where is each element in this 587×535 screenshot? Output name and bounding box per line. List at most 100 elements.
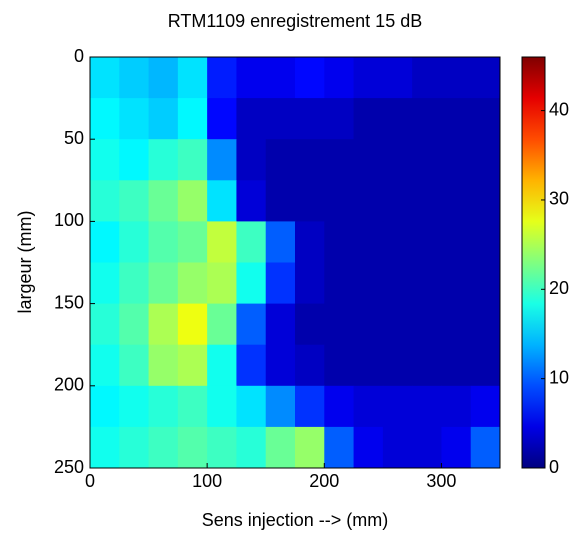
heat-cell: [236, 98, 267, 140]
heat-cell: [119, 385, 150, 428]
heat-cell: [236, 385, 267, 428]
heat-cell: [148, 303, 179, 346]
heat-cell: [90, 221, 120, 263]
heat-cell: [177, 57, 208, 99]
y-tick-label: 250: [54, 457, 84, 477]
heat-cell: [324, 344, 355, 387]
colorbar-tick-label: 40: [549, 99, 569, 119]
heat-cell: [236, 57, 267, 99]
heat-cell: [324, 262, 355, 305]
heat-cell: [265, 344, 296, 387]
y-tick-label: 50: [64, 128, 84, 148]
heat-cell: [90, 262, 120, 305]
heat-cell: [119, 180, 150, 222]
heat-cell: [177, 180, 208, 222]
heat-cell: [119, 57, 150, 99]
heat-cell: [265, 303, 296, 346]
heat-cell: [90, 98, 120, 140]
heat-cell: [207, 221, 237, 263]
heat-cell: [382, 303, 413, 346]
heat-cell: [295, 98, 325, 140]
heat-cell: [412, 344, 442, 387]
heat-cell: [207, 385, 237, 428]
heat-cell: [470, 221, 501, 263]
heat-cell: [470, 344, 501, 387]
heat-cell: [470, 139, 501, 181]
heat-cell: [177, 344, 208, 387]
heat-cell: [412, 139, 442, 181]
heat-cell: [382, 98, 413, 140]
heat-cell: [119, 139, 150, 181]
heat-cell: [265, 98, 296, 140]
heat-cell: [265, 180, 296, 222]
heat-cell: [265, 262, 296, 305]
heat-cell: [441, 262, 472, 305]
heat-cell: [295, 426, 325, 469]
heat-cell: [90, 303, 120, 346]
y-tick-label: 200: [54, 375, 84, 395]
heat-cell: [119, 221, 150, 263]
heat-cell: [412, 98, 442, 140]
heat-cell: [353, 57, 384, 99]
heat-cell: [441, 180, 472, 222]
heat-cell: [382, 426, 413, 469]
heat-cell: [177, 426, 208, 469]
y-axis-label: largeur (mm): [15, 210, 35, 313]
heat-cell: [470, 57, 501, 99]
chart-title: RTM1109 enregistrement 15 dB: [168, 11, 422, 31]
heat-cell: [207, 139, 237, 181]
heat-cell: [353, 426, 384, 469]
heat-cell: [412, 180, 442, 222]
heat-cell: [236, 303, 267, 346]
heat-cell: [148, 57, 179, 99]
heat-cell: [119, 98, 150, 140]
heat-cell: [207, 426, 237, 469]
heat-cell: [353, 303, 384, 346]
heat-cell: [382, 57, 413, 99]
heat-cell: [177, 303, 208, 346]
heat-cell: [148, 221, 179, 263]
heat-cell: [148, 180, 179, 222]
heat-cell: [236, 426, 267, 469]
heat-cell: [412, 262, 442, 305]
colorbar-tick-label: 0: [549, 457, 559, 477]
heat-cell: [148, 98, 179, 140]
heat-cell: [441, 344, 472, 387]
heat-cell: [177, 139, 208, 181]
heat-cell: [207, 57, 237, 99]
heat-cell: [236, 139, 267, 181]
heat-cell: [353, 180, 384, 222]
heat-cell: [295, 57, 325, 99]
heat-cell: [382, 180, 413, 222]
heat-cell: [324, 98, 355, 140]
heat-cell: [119, 344, 150, 387]
heat-cell: [353, 262, 384, 305]
heat-cell: [470, 426, 501, 469]
heat-cell: [148, 262, 179, 305]
heat-cell: [207, 180, 237, 222]
colorbar: [521, 56, 546, 469]
heat-cell: [265, 57, 296, 99]
heat-cell: [295, 221, 325, 263]
heat-cell: [324, 57, 355, 99]
heat-cell: [324, 139, 355, 181]
heat-cell: [382, 385, 413, 428]
heat-cell: [236, 221, 267, 263]
x-tick-label: 300: [426, 471, 456, 491]
colorbar-tick-label: 20: [549, 278, 569, 298]
heat-cell: [148, 385, 179, 428]
heat-cell: [412, 303, 442, 346]
heat-cell: [295, 262, 325, 305]
heat-cell: [412, 426, 442, 469]
heat-cell: [382, 221, 413, 263]
heat-cell: [119, 262, 150, 305]
heat-cell: [148, 426, 179, 469]
heat-cell: [353, 98, 384, 140]
heat-cell: [207, 344, 237, 387]
heat-cell: [324, 180, 355, 222]
heat-cell: [90, 385, 120, 428]
colorbar-tick-label: 10: [549, 367, 569, 387]
heat-cell: [441, 98, 472, 140]
